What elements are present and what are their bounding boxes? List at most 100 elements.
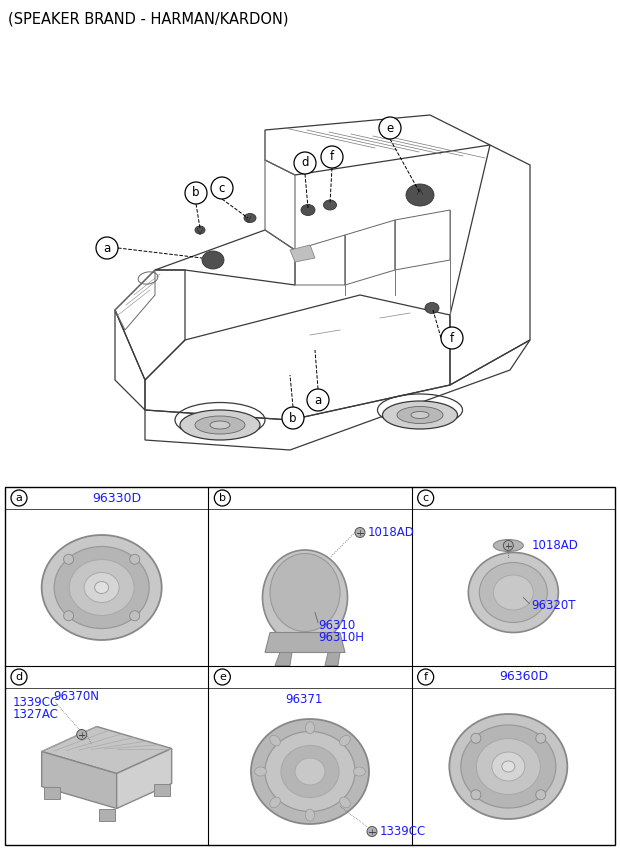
Ellipse shape xyxy=(479,562,547,622)
Circle shape xyxy=(294,152,316,174)
Text: 1018AD: 1018AD xyxy=(368,526,415,539)
Circle shape xyxy=(471,734,481,743)
Ellipse shape xyxy=(281,745,339,797)
Text: c: c xyxy=(219,181,225,194)
Text: 96310H: 96310H xyxy=(318,631,364,644)
Circle shape xyxy=(211,177,233,199)
Circle shape xyxy=(96,237,118,259)
Circle shape xyxy=(130,611,140,621)
Ellipse shape xyxy=(255,767,267,776)
Text: a: a xyxy=(16,493,22,503)
Ellipse shape xyxy=(492,752,525,781)
Polygon shape xyxy=(325,652,340,666)
Ellipse shape xyxy=(383,401,458,429)
Ellipse shape xyxy=(244,214,256,222)
Text: 96320T: 96320T xyxy=(531,599,576,612)
Text: e: e xyxy=(219,672,226,682)
Circle shape xyxy=(321,146,343,168)
Ellipse shape xyxy=(270,797,280,807)
Circle shape xyxy=(379,117,401,139)
Text: 96330D: 96330D xyxy=(92,492,141,505)
Circle shape xyxy=(64,611,74,621)
Ellipse shape xyxy=(340,797,350,807)
Text: 1018AD: 1018AD xyxy=(531,539,578,552)
Text: 1339CC: 1339CC xyxy=(380,825,427,838)
Text: 96371: 96371 xyxy=(285,693,322,706)
Ellipse shape xyxy=(340,735,350,746)
Text: 96360D: 96360D xyxy=(499,671,548,683)
Ellipse shape xyxy=(502,761,515,772)
Circle shape xyxy=(418,490,433,506)
Text: f: f xyxy=(423,672,428,682)
Ellipse shape xyxy=(195,416,245,434)
Ellipse shape xyxy=(494,539,523,551)
Text: f: f xyxy=(450,332,454,344)
Text: c: c xyxy=(423,493,428,503)
Ellipse shape xyxy=(84,572,119,602)
Circle shape xyxy=(536,789,546,800)
Circle shape xyxy=(471,789,481,800)
Polygon shape xyxy=(154,784,170,795)
Ellipse shape xyxy=(425,303,439,314)
Ellipse shape xyxy=(270,554,340,632)
Text: 1339CC: 1339CC xyxy=(13,696,60,709)
Ellipse shape xyxy=(406,184,434,206)
Polygon shape xyxy=(42,751,117,808)
Text: 96310: 96310 xyxy=(318,619,355,632)
Polygon shape xyxy=(42,727,172,773)
Circle shape xyxy=(77,729,87,739)
Circle shape xyxy=(11,669,27,685)
Ellipse shape xyxy=(95,582,108,594)
Circle shape xyxy=(215,669,231,685)
Text: d: d xyxy=(301,157,309,170)
Text: f: f xyxy=(330,150,334,164)
Ellipse shape xyxy=(411,411,429,419)
Polygon shape xyxy=(290,245,315,262)
Ellipse shape xyxy=(42,535,162,640)
Polygon shape xyxy=(265,633,345,652)
Ellipse shape xyxy=(301,204,315,215)
Text: a: a xyxy=(104,242,110,254)
Ellipse shape xyxy=(265,732,355,812)
Ellipse shape xyxy=(461,725,556,808)
Ellipse shape xyxy=(468,553,559,633)
Ellipse shape xyxy=(202,251,224,269)
Ellipse shape xyxy=(353,767,365,776)
Text: 1327AC: 1327AC xyxy=(13,708,59,721)
Ellipse shape xyxy=(195,226,205,234)
Ellipse shape xyxy=(306,722,314,734)
Text: b: b xyxy=(192,187,200,199)
Ellipse shape xyxy=(494,575,533,610)
Ellipse shape xyxy=(270,735,280,746)
Circle shape xyxy=(536,734,546,743)
Circle shape xyxy=(185,182,207,204)
Polygon shape xyxy=(117,749,172,808)
Text: b: b xyxy=(290,411,297,425)
Ellipse shape xyxy=(397,406,443,423)
Circle shape xyxy=(130,555,140,564)
Ellipse shape xyxy=(69,560,134,616)
Circle shape xyxy=(307,389,329,411)
Text: 96370N: 96370N xyxy=(53,690,99,703)
Text: e: e xyxy=(386,121,394,135)
Ellipse shape xyxy=(262,550,347,645)
Polygon shape xyxy=(43,786,60,799)
Polygon shape xyxy=(275,652,292,666)
Ellipse shape xyxy=(54,546,149,628)
Polygon shape xyxy=(99,808,115,821)
Circle shape xyxy=(215,490,231,506)
Ellipse shape xyxy=(180,410,260,440)
Circle shape xyxy=(418,669,433,685)
Ellipse shape xyxy=(476,739,541,795)
Text: b: b xyxy=(219,493,226,503)
Ellipse shape xyxy=(450,714,567,819)
Ellipse shape xyxy=(295,758,325,785)
Text: (SPEAKER BRAND - HARMAN/KARDON): (SPEAKER BRAND - HARMAN/KARDON) xyxy=(8,12,288,27)
Circle shape xyxy=(355,527,365,538)
Text: a: a xyxy=(314,393,322,406)
Ellipse shape xyxy=(251,719,369,824)
Circle shape xyxy=(11,490,27,506)
Circle shape xyxy=(64,555,74,564)
Ellipse shape xyxy=(324,200,337,210)
Circle shape xyxy=(441,327,463,349)
